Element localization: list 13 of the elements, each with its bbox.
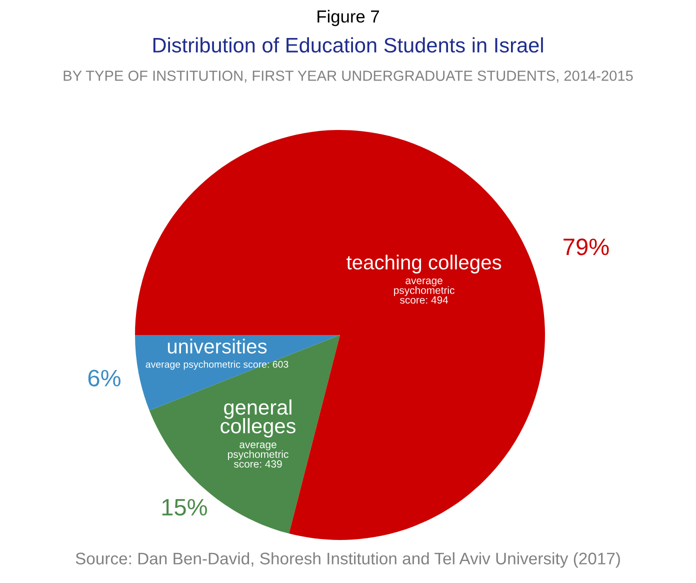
data-label: 79% [564,238,609,256]
slice-label: teaching colleges [346,254,502,274]
text: average psychometric score: 494 [394,278,454,304]
text: average psychometric score: 439 [228,442,288,468]
chart-title: Distribution of Education Students in Israel [153,37,543,53]
data-label: 6% [88,370,120,386]
slice-label: general colleges [220,399,296,438]
slice-label: universities [168,338,267,354]
chart-subtitle: BY TYPE OF INSTITUTION, FIRST YEAR UNDERGRADUATE STUDENTS, 2014-2015 [64,70,633,83]
data-label: 15% [162,498,207,516]
source-note: Source: Dan Ben-David, Shoresh Institution and Tel Aviv University (2017) [76,552,620,568]
pie-slice [135,130,545,540]
caption: Figure 7 [318,10,379,26]
